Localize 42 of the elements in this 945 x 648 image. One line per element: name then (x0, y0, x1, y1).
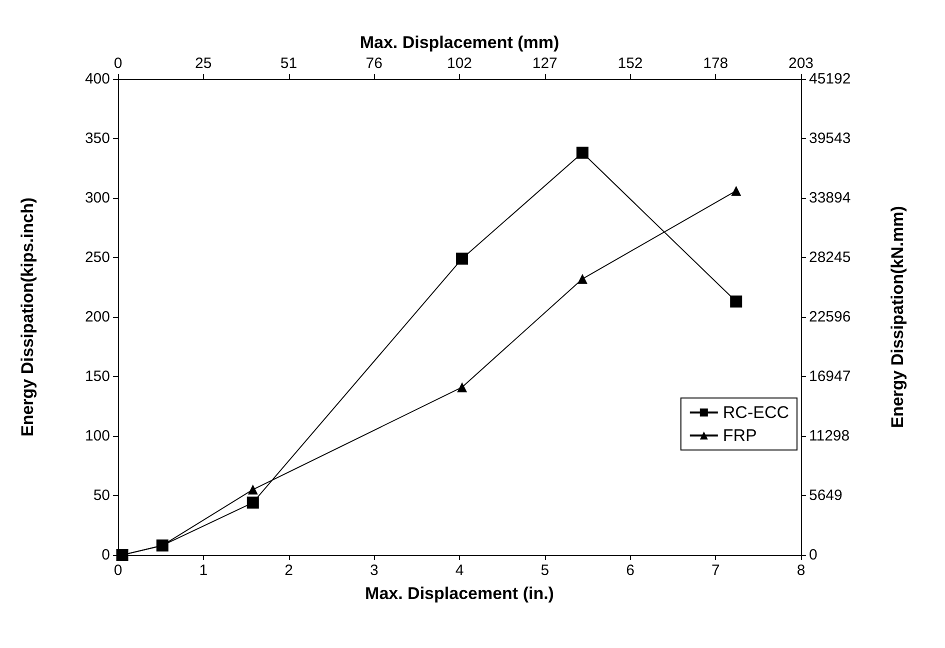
x2-tick-label: 203 (788, 55, 814, 72)
x2-axis-title: Max. Displacement (mm) (360, 33, 560, 52)
y2-tick-label: 45192 (809, 70, 851, 88)
x-tick-label: 6 (626, 562, 634, 579)
y2-tick-label: 0 (809, 546, 818, 564)
y-tick-label: 150 (84, 368, 110, 385)
y-tick-label: 300 (84, 190, 110, 206)
y-tick-label: 0 (102, 546, 110, 564)
y2-tick-label: 39543 (809, 130, 851, 147)
x-tick-label: 7 (711, 562, 720, 579)
y-tick-label: 200 (84, 308, 110, 326)
y2-tick-label: 16947 (809, 368, 851, 385)
x-tick-label: 8 (796, 562, 806, 579)
x-tick-label: 0 (114, 562, 122, 579)
x-tick-label: 1 (199, 562, 208, 579)
y2-tick-label: 28245 (809, 249, 851, 266)
y2-axis-title: Energy Dissipation(kN.mm) (888, 206, 907, 428)
y-tick-label: 350 (84, 130, 110, 147)
x2-tick-label: 127 (532, 55, 558, 72)
x2-tick-label: 25 (195, 55, 212, 72)
x2-tick-label: 51 (280, 55, 298, 72)
x-tick-label: 2 (284, 562, 293, 579)
y2-tick-label: 11298 (809, 428, 850, 444)
x-tick-label: 3 (370, 562, 378, 579)
x2-tick-label: 102 (446, 55, 472, 72)
y-axis-title: Energy Dissipation(kips.inch) (18, 198, 37, 436)
y2-tick-label: 33894 (809, 190, 851, 206)
y-tick-label: 100 (84, 428, 110, 444)
legend-label: RC-ECC (722, 403, 789, 422)
y2-tick-label: 22596 (809, 308, 851, 326)
x-tick-label: 5 (540, 562, 550, 579)
x-tick-label: 4 (455, 562, 464, 579)
y-tick-label: 250 (84, 249, 110, 266)
x2-tick-label: 0 (114, 55, 122, 72)
x2-tick-label: 152 (618, 55, 643, 72)
y-tick-label: 400 (84, 70, 110, 88)
x-axis-title: Max. Displacement (in.) (365, 584, 554, 603)
x2-tick-label: 76 (366, 55, 382, 72)
y-tick-label: 50 (93, 487, 110, 504)
x2-tick-label: 178 (703, 55, 728, 72)
y2-tick-label: 5649 (809, 487, 842, 504)
legend-label: FRP (722, 426, 757, 445)
